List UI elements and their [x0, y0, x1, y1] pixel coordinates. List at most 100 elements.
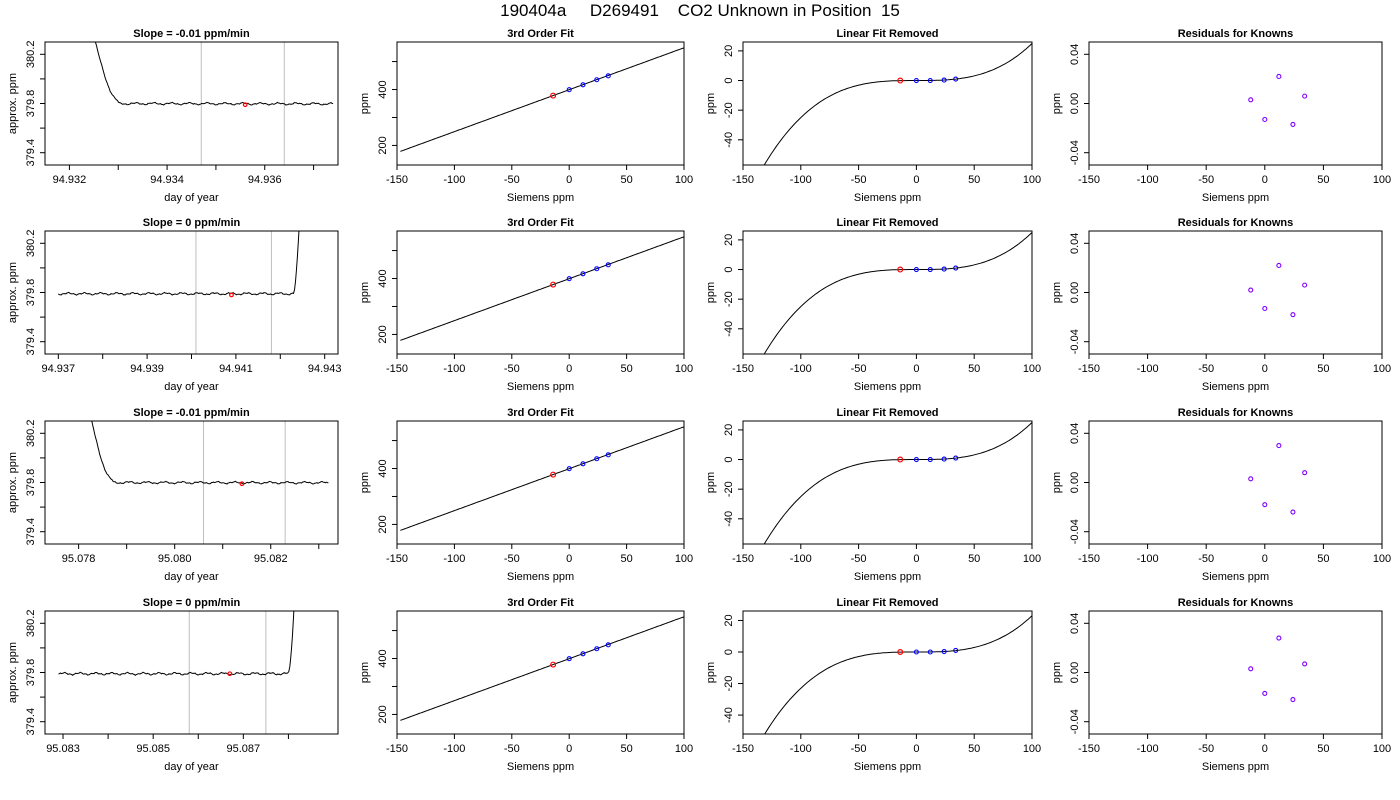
plot-frame — [742, 420, 1033, 545]
y-tick-label: -40 — [723, 321, 735, 337]
y-tick-label: 380.2 — [25, 610, 37, 638]
x-axis-label: Siemens ppm — [854, 192, 921, 204]
y-tick-label: 379.4 — [25, 518, 37, 546]
x-axis-label: Siemens ppm — [507, 761, 574, 773]
panel-title: Slope = -0.01 ppm/min — [133, 28, 250, 40]
known-point — [594, 266, 600, 272]
x-tick-label: -150 — [732, 553, 754, 565]
panel-r1-c3: -150 -100 -50 0 50 100 -40 -20 0 20 Linear Fit Rem… — [705, 28, 1041, 204]
y-axis-label: ppm — [1051, 93, 1063, 114]
x-tick-label: 50 — [620, 553, 632, 565]
x-axis-label: Siemens ppm — [507, 571, 574, 583]
x-axis-label: Siemens ppm — [507, 192, 574, 204]
y-axis-label: approx. ppm — [7, 73, 19, 134]
x-tick-label: -150 — [386, 743, 408, 755]
time-series-line — [94, 42, 334, 106]
residual-point — [1276, 635, 1282, 641]
known-point — [927, 649, 933, 655]
x-tick-label: -100 — [1137, 174, 1159, 186]
x-tick-label: 0 — [1262, 363, 1268, 375]
x-tick-label: -100 — [443, 174, 465, 186]
residual-point — [1290, 509, 1296, 515]
y-tick-label: 0 — [723, 77, 735, 83]
highlight-point — [227, 671, 233, 677]
known-point — [566, 656, 572, 662]
x-tick-label: 0 — [1262, 174, 1268, 186]
panel-title: Linear Fit Removed — [836, 28, 938, 40]
y-tick-label: 0.00 — [1069, 282, 1081, 303]
unknown-point — [897, 77, 904, 84]
y-tick-label: -40 — [723, 132, 735, 148]
unknown-point — [897, 648, 904, 655]
y-tick-label: 200 — [377, 515, 389, 533]
x-tick-label: -150 — [386, 363, 408, 375]
unknown-point — [550, 471, 557, 478]
known-point — [580, 82, 586, 88]
plot-frame — [396, 41, 685, 166]
fit-curve — [763, 422, 1032, 544]
x-tick-label: 100 — [1373, 174, 1391, 186]
x-axis-label: day of year — [164, 571, 219, 583]
y-axis-label: ppm — [705, 93, 717, 114]
panel-r4-c1: 95.083 95.085 95.087 379.4 379.8 380.2 Slope =… — [7, 597, 339, 773]
panel-r1-c4: -150 -100 -50 0 50 100 -0.04 0.00 0.04 Residuals … — [1051, 28, 1391, 204]
x-tick-label: -100 — [1137, 553, 1159, 565]
x-tick-label: -150 — [1078, 553, 1100, 565]
y-tick-label: 380.2 — [25, 420, 37, 448]
panel-title: 3rd Order Fit — [507, 407, 574, 419]
x-axis-label: Siemens ppm — [1202, 381, 1269, 393]
y-tick-label: -40 — [723, 511, 735, 527]
y-tick-label: 200 — [377, 136, 389, 154]
known-point — [566, 276, 572, 282]
x-tick-label: -150 — [386, 174, 408, 186]
x-tick-label: 50 — [1317, 363, 1329, 375]
panel-r2-c1: 94.937 94.939 94.941 94.943 379.4 379.8 380.2 S… — [7, 217, 342, 393]
y-tick-label: 0 — [723, 266, 735, 272]
known-point — [927, 77, 933, 84]
fit-curve — [400, 426, 684, 531]
x-tick-label: 100 — [1023, 743, 1041, 755]
x-tick-label: 94.939 — [130, 363, 164, 375]
known-point — [927, 456, 933, 463]
residual-point — [1276, 73, 1282, 79]
panel-r4-c2: -150 -100 -50 0 50 100 200 400 3rd Order Fit Siem… — [359, 597, 693, 773]
known-point — [566, 466, 572, 472]
x-tick-label: 94.932 — [53, 174, 87, 186]
time-series-line — [91, 421, 329, 485]
fit-curve — [764, 615, 1032, 734]
panel-title: Linear Fit Removed — [836, 407, 938, 419]
x-tick-label: -150 — [1078, 174, 1100, 186]
x-tick-label: -50 — [851, 743, 867, 755]
x-tick-label: 50 — [620, 174, 632, 186]
panel-r2-c4: -150 -100 -50 0 50 100 -0.04 0.00 0.04 Residuals … — [1051, 217, 1391, 393]
x-tick-label: 0 — [566, 174, 572, 186]
plot-frame — [742, 230, 1033, 355]
x-axis-label: day of year — [164, 192, 219, 204]
y-tick-label: 0.04 — [1069, 613, 1081, 634]
x-tick-label: 94.934 — [150, 174, 184, 186]
panel-title: Slope = 0 ppm/min — [143, 217, 241, 229]
y-tick-label: 379.8 — [25, 90, 37, 118]
x-tick-label: -150 — [1078, 363, 1100, 375]
panel-title: 3rd Order Fit — [507, 597, 574, 609]
known-point — [594, 77, 600, 83]
x-tick-label: 0 — [913, 363, 919, 375]
time-series-line — [57, 231, 300, 296]
x-tick-label: 0 — [566, 743, 572, 755]
fit-curve — [763, 43, 1032, 165]
fit-curve — [400, 47, 684, 152]
panel-title: Residuals for Knowns — [1178, 407, 1294, 419]
y-axis-label: approx. ppm — [7, 642, 19, 703]
y-tick-label: 0 — [723, 456, 735, 462]
x-tick-label: 100 — [1023, 553, 1041, 565]
x-tick-label: -100 — [790, 743, 812, 755]
x-tick-label: 95.083 — [46, 743, 80, 755]
residual-point — [1276, 443, 1282, 449]
known-point — [927, 266, 933, 273]
y-tick-label: -20 — [723, 481, 735, 497]
known-point — [953, 76, 959, 82]
panel-r1-c1: 94.932 94.934 94.936 379.4 379.8 380.2 Slope =… — [7, 28, 339, 204]
x-tick-label: 100 — [675, 743, 693, 755]
panel-r4-c4: -150 -100 -50 0 50 100 -0.04 0.00 0.04 Residuals … — [1051, 597, 1391, 773]
residual-point — [1302, 470, 1308, 476]
